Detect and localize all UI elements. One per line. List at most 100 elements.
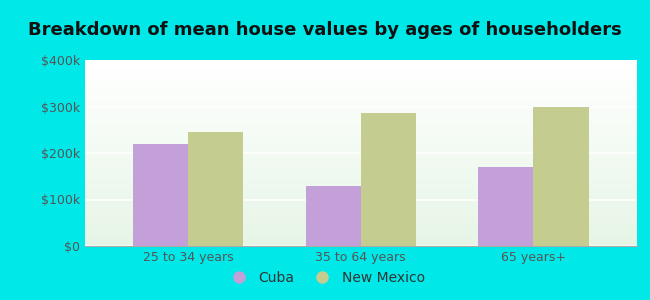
Bar (84, 119, 637, 122)
Bar (84, 71, 637, 73)
Bar (84, 175, 637, 177)
Bar (84, 94, 637, 95)
Bar (84, 153, 637, 155)
Bar (188, 132, 243, 246)
Bar (84, 73, 637, 75)
Bar (84, 92, 637, 94)
Bar (84, 68, 637, 69)
Bar (84, 168, 637, 170)
Bar (84, 227, 637, 229)
Bar (84, 196, 637, 198)
Bar (84, 159, 637, 161)
Bar (84, 184, 637, 187)
Bar (84, 173, 637, 175)
Bar (84, 222, 637, 224)
Bar (84, 64, 637, 66)
Bar (84, 122, 637, 123)
Bar (84, 112, 637, 114)
Bar (84, 144, 637, 146)
Bar (84, 131, 637, 133)
Bar (84, 97, 637, 99)
Bar (84, 146, 637, 147)
Bar (84, 220, 637, 222)
Bar (84, 200, 637, 201)
Bar (84, 86, 637, 88)
Bar (84, 123, 637, 125)
Bar (84, 231, 637, 233)
Bar (84, 194, 637, 196)
Bar (84, 155, 637, 157)
Bar (84, 105, 637, 106)
Bar (84, 84, 637, 86)
Bar (84, 95, 637, 97)
Bar (84, 183, 637, 184)
Bar (84, 90, 637, 92)
Bar (84, 192, 637, 194)
Bar (84, 157, 637, 159)
Bar (84, 237, 637, 239)
Bar (84, 118, 637, 119)
Bar (84, 172, 637, 173)
Bar (84, 60, 637, 62)
Bar (84, 216, 637, 218)
Bar (84, 177, 637, 179)
Bar (84, 151, 637, 153)
Bar (84, 207, 637, 209)
Bar (84, 88, 637, 90)
Bar (84, 110, 637, 112)
Bar (84, 235, 637, 237)
Bar (84, 224, 637, 226)
Bar (84, 147, 637, 149)
Bar (84, 79, 637, 80)
Bar (84, 82, 637, 84)
Bar (84, 212, 637, 214)
Bar (84, 187, 637, 188)
Bar (534, 106, 589, 246)
Bar (84, 226, 637, 227)
Bar (84, 116, 637, 118)
Bar (84, 80, 637, 82)
Bar (84, 218, 637, 220)
Bar (84, 188, 637, 190)
Bar (84, 205, 637, 207)
Bar (84, 211, 637, 212)
Bar (84, 190, 637, 192)
Bar (84, 101, 637, 103)
Bar (306, 185, 361, 246)
Bar (84, 164, 637, 166)
Bar (84, 240, 637, 242)
Bar (84, 114, 637, 116)
Bar (84, 181, 637, 183)
Bar (84, 133, 637, 134)
Bar (84, 108, 637, 110)
Bar (84, 129, 637, 131)
Bar (84, 233, 637, 235)
Bar (84, 142, 637, 144)
Bar (84, 160, 637, 162)
Bar (84, 170, 637, 172)
Bar (84, 138, 637, 140)
Bar (84, 140, 637, 142)
Bar (84, 103, 637, 105)
Bar (84, 242, 637, 244)
Legend: Cuba, New Mexico: Cuba, New Mexico (220, 265, 430, 290)
Bar (84, 62, 637, 64)
Bar (478, 167, 534, 246)
Bar (84, 179, 637, 181)
Bar (84, 162, 637, 164)
Bar (361, 113, 416, 246)
Text: Breakdown of mean house values by ages of householders: Breakdown of mean house values by ages o… (28, 21, 622, 39)
Bar (84, 229, 637, 231)
Bar (84, 166, 637, 168)
Bar (84, 149, 637, 151)
Bar (133, 144, 188, 246)
Bar (84, 99, 637, 101)
Bar (84, 75, 637, 77)
Bar (84, 127, 637, 129)
Bar (84, 66, 637, 68)
Bar (84, 244, 637, 246)
Bar (84, 69, 637, 71)
Bar (84, 134, 637, 136)
Bar (84, 136, 637, 138)
Bar (84, 106, 637, 108)
